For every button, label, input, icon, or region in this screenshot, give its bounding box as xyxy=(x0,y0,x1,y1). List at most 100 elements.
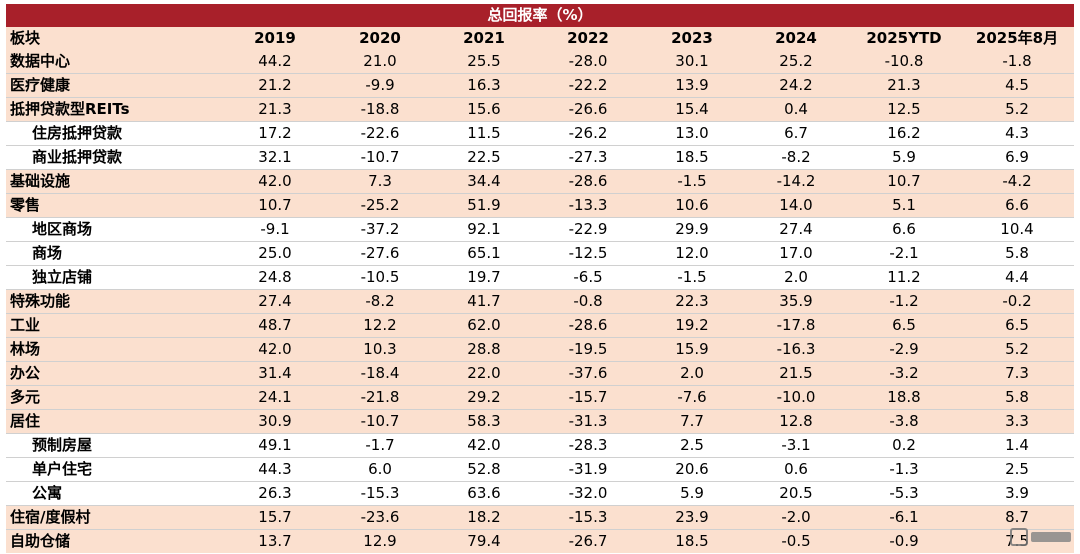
return-value-cell: 5.2 xyxy=(960,97,1074,122)
table-row: 工业 48.7 12.2 62.0 -28.6 19.2 -17.8 6.5 6.5 xyxy=(6,313,1074,338)
return-value-cell: 6.5 xyxy=(960,313,1074,338)
return-value-cell: -25.2 xyxy=(328,193,432,218)
return-value-cell: 2.5 xyxy=(960,457,1074,482)
return-value-cell: -13.3 xyxy=(536,193,640,218)
return-value-cell: -26.6 xyxy=(536,97,640,122)
return-value-cell: 7.3 xyxy=(960,361,1074,386)
return-value-cell: 20.6 xyxy=(640,457,744,482)
return-value-cell: -28.3 xyxy=(536,433,640,458)
table-row: 住宿/度假村 15.7 -23.6 18.2 -15.3 23.9 -2.0 -6.1 8.7 xyxy=(6,505,1074,530)
return-value-cell: -27.3 xyxy=(536,145,640,170)
return-value-cell: 24.8 xyxy=(222,265,328,290)
sector-name-cell: 特殊功能 xyxy=(6,289,222,314)
sector-name-cell: 公寓 xyxy=(6,481,222,506)
return-value-cell: 15.4 xyxy=(640,97,744,122)
column-header: 2025YTD xyxy=(848,27,960,50)
sector-name-cell: 零售 xyxy=(6,193,222,218)
sector-name-cell: 办公 xyxy=(6,361,222,386)
column-header: 2021 xyxy=(432,27,536,50)
return-value-cell: 22.3 xyxy=(640,289,744,314)
return-value-cell: -17.8 xyxy=(744,313,848,338)
return-value-cell: -10.8 xyxy=(848,50,960,74)
return-value-cell: 7.3 xyxy=(328,169,432,194)
return-value-cell: -9.9 xyxy=(328,73,432,98)
return-value-cell: -27.6 xyxy=(328,241,432,266)
return-value-cell: 10.4 xyxy=(960,217,1074,242)
return-value-cell: 12.0 xyxy=(640,241,744,266)
sector-name-cell: 数据中心 xyxy=(6,50,222,74)
return-value-cell: -3.1 xyxy=(744,433,848,458)
return-value-cell: 4.3 xyxy=(960,121,1074,146)
return-value-cell: 31.4 xyxy=(222,361,328,386)
return-value-cell: -2.1 xyxy=(848,241,960,266)
return-value-cell: 18.2 xyxy=(432,505,536,530)
return-value-cell: 11.5 xyxy=(432,121,536,146)
return-value-cell: 25.2 xyxy=(744,50,848,74)
table-row: 抵押贷款型REITs 21.3 -18.8 15.6 -26.6 15.4 0.4 12.5 5… xyxy=(6,97,1074,122)
return-value-cell: 6.5 xyxy=(848,313,960,338)
return-value-cell: 30.1 xyxy=(640,50,744,74)
return-value-cell: -6.5 xyxy=(536,265,640,290)
return-value-cell: 17.0 xyxy=(744,241,848,266)
return-value-cell: 16.3 xyxy=(432,73,536,98)
return-value-cell: 2.5 xyxy=(640,433,744,458)
return-value-cell: 27.4 xyxy=(744,217,848,242)
sector-name-cell: 自助仓储 xyxy=(6,529,222,553)
return-value-cell: -2.9 xyxy=(848,337,960,362)
return-value-cell: -8.2 xyxy=(328,289,432,314)
return-value-cell: 18.5 xyxy=(640,145,744,170)
return-value-cell: 5.2 xyxy=(960,337,1074,362)
table-row: 自助仓储 13.7 12.9 79.4 -26.7 18.5 -0.5 -0.9 7.5 xyxy=(6,529,1074,553)
return-value-cell: -1.8 xyxy=(960,50,1074,74)
return-value-cell: 4.5 xyxy=(960,73,1074,98)
sector-name-cell: 预制房屋 xyxy=(6,433,222,458)
return-value-cell: -12.5 xyxy=(536,241,640,266)
return-value-cell: -5.3 xyxy=(848,481,960,506)
return-value-cell: 5.1 xyxy=(848,193,960,218)
table-row: 医疗健康 21.2 -9.9 16.3 -22.2 13.9 24.2 21.3 4.5 xyxy=(6,73,1074,98)
return-value-cell: -10.0 xyxy=(744,385,848,410)
return-value-cell: -21.8 xyxy=(328,385,432,410)
return-value-cell: -31.9 xyxy=(536,457,640,482)
return-value-cell: 14.0 xyxy=(744,193,848,218)
return-value-cell: -31.3 xyxy=(536,409,640,434)
return-value-cell: -14.2 xyxy=(744,169,848,194)
column-header-sector: 板块 xyxy=(6,27,222,50)
return-value-cell: -18.8 xyxy=(328,97,432,122)
return-value-cell: 12.8 xyxy=(744,409,848,434)
return-value-cell: 19.2 xyxy=(640,313,744,338)
table-row: 基础设施 42.0 7.3 34.4 -28.6 -1.5 -14.2 10.7 -4.2 xyxy=(6,169,1074,194)
table-row: 数据中心 44.2 21.0 25.5 -28.0 30.1 25.2 -10.8 -1.8 xyxy=(6,50,1074,74)
return-value-cell: -28.6 xyxy=(536,313,640,338)
return-value-cell: -15.3 xyxy=(328,481,432,506)
return-value-cell: 29.2 xyxy=(432,385,536,410)
return-value-cell: 27.4 xyxy=(222,289,328,314)
return-value-cell: 13.9 xyxy=(640,73,744,98)
return-value-cell: 49.1 xyxy=(222,433,328,458)
return-value-cell: 42.0 xyxy=(222,169,328,194)
return-value-cell: 0.4 xyxy=(744,97,848,122)
return-value-cell: 41.7 xyxy=(432,289,536,314)
return-value-cell: -3.8 xyxy=(848,409,960,434)
return-value-cell: 18.5 xyxy=(640,529,744,553)
return-value-cell: 5.8 xyxy=(960,241,1074,266)
return-value-cell: 6.7 xyxy=(744,121,848,146)
return-value-cell: -10.7 xyxy=(328,409,432,434)
return-value-cell: -22.2 xyxy=(536,73,640,98)
column-header: 2025年8月 xyxy=(960,27,1074,50)
return-value-cell: 44.3 xyxy=(222,457,328,482)
sector-name-cell: 多元 xyxy=(6,385,222,410)
return-value-cell: 62.0 xyxy=(432,313,536,338)
return-value-cell: 21.0 xyxy=(328,50,432,74)
return-value-cell: 5.8 xyxy=(960,385,1074,410)
watermark-text xyxy=(1031,532,1071,542)
table-row: 商场 25.0 -27.6 65.1 -12.5 12.0 17.0 -2.1 5.8 xyxy=(6,241,1074,266)
return-value-cell: -37.6 xyxy=(536,361,640,386)
return-value-cell: -32.0 xyxy=(536,481,640,506)
watermark-icon xyxy=(1010,528,1028,546)
return-value-cell: 6.6 xyxy=(960,193,1074,218)
return-value-cell: 65.1 xyxy=(432,241,536,266)
returns-table-container: 总回报率（%） 板块 2019 2020 2021 2022 2023 2024 2025YT… xyxy=(6,4,1074,553)
return-value-cell: 15.7 xyxy=(222,505,328,530)
sector-name-cell: 商场 xyxy=(6,241,222,266)
